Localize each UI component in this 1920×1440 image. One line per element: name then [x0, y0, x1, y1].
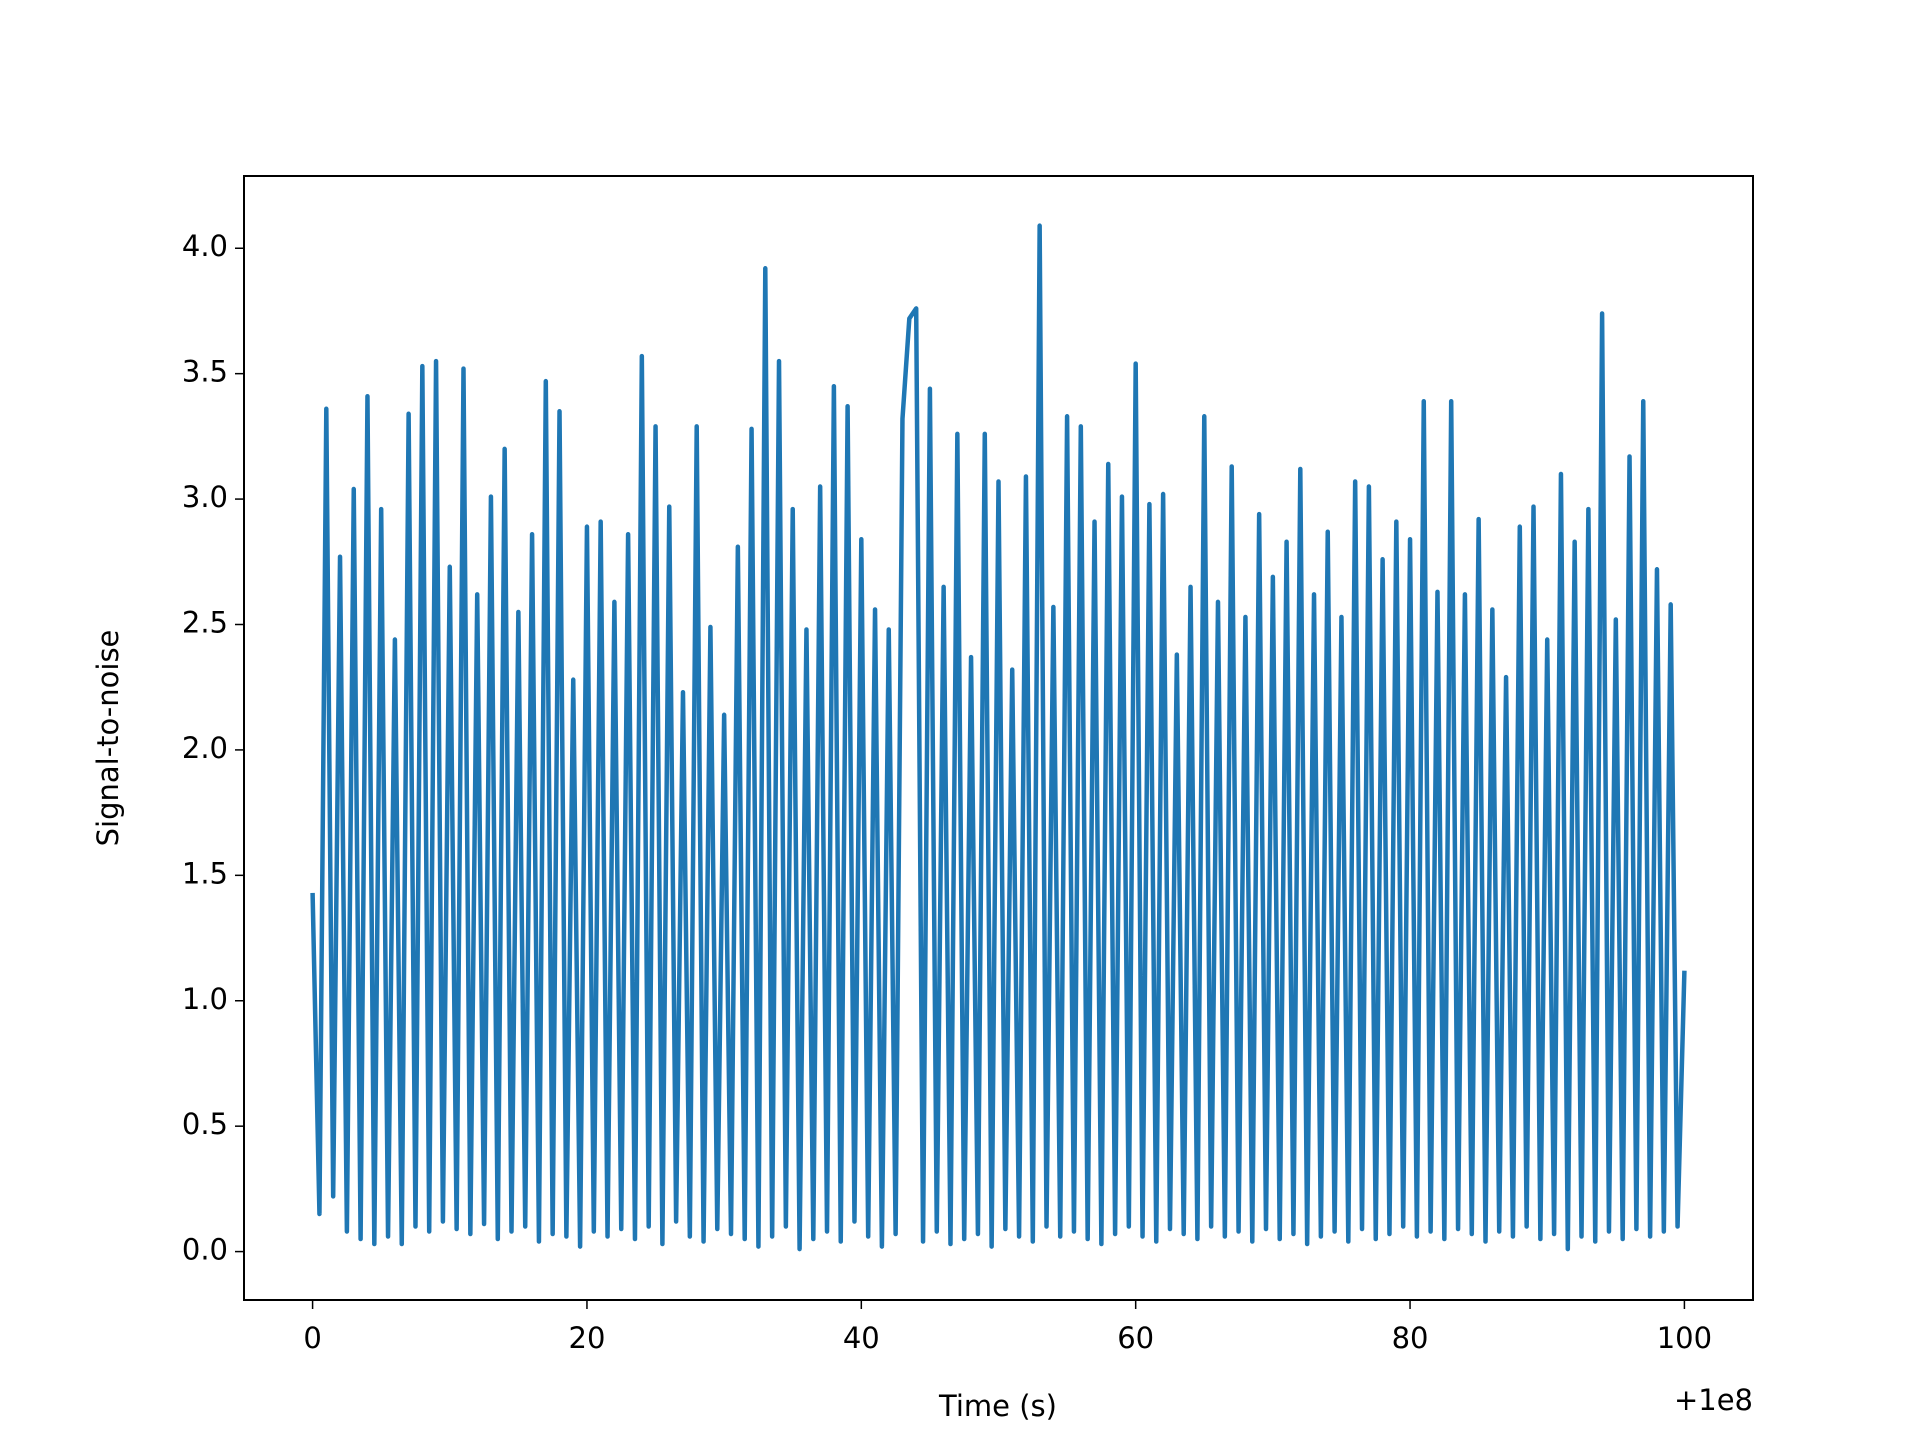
y-tick-label: 0.5	[182, 1107, 228, 1141]
x-tick-label: 100	[1657, 1321, 1712, 1355]
y-tick-label: 2.0	[182, 731, 228, 765]
y-tick-label: 4.0	[182, 229, 228, 263]
x-tick-label: 20	[569, 1321, 606, 1355]
x-tick-label: 40	[843, 1321, 880, 1355]
y-tick-label: 3.5	[182, 355, 228, 389]
y-tick-label: 1.0	[182, 982, 228, 1016]
y-axis-label: Signal-to-noise	[91, 630, 125, 847]
x-tick-label: 80	[1392, 1321, 1429, 1355]
x-tick-label: 0	[303, 1321, 321, 1355]
x-offset-text: +1e8	[1674, 1383, 1753, 1417]
axes-frame	[243, 175, 1754, 1301]
y-tick-label: 2.5	[182, 605, 228, 639]
x-tick-label: 60	[1117, 1321, 1154, 1355]
y-tick-label: 3.0	[182, 480, 228, 514]
y-tick-label: 1.5	[182, 856, 228, 890]
data-line	[310, 223, 1687, 1252]
x-axis-label: Time (s)	[938, 1389, 1057, 1423]
y-tick-label: 0.0	[182, 1233, 228, 1267]
